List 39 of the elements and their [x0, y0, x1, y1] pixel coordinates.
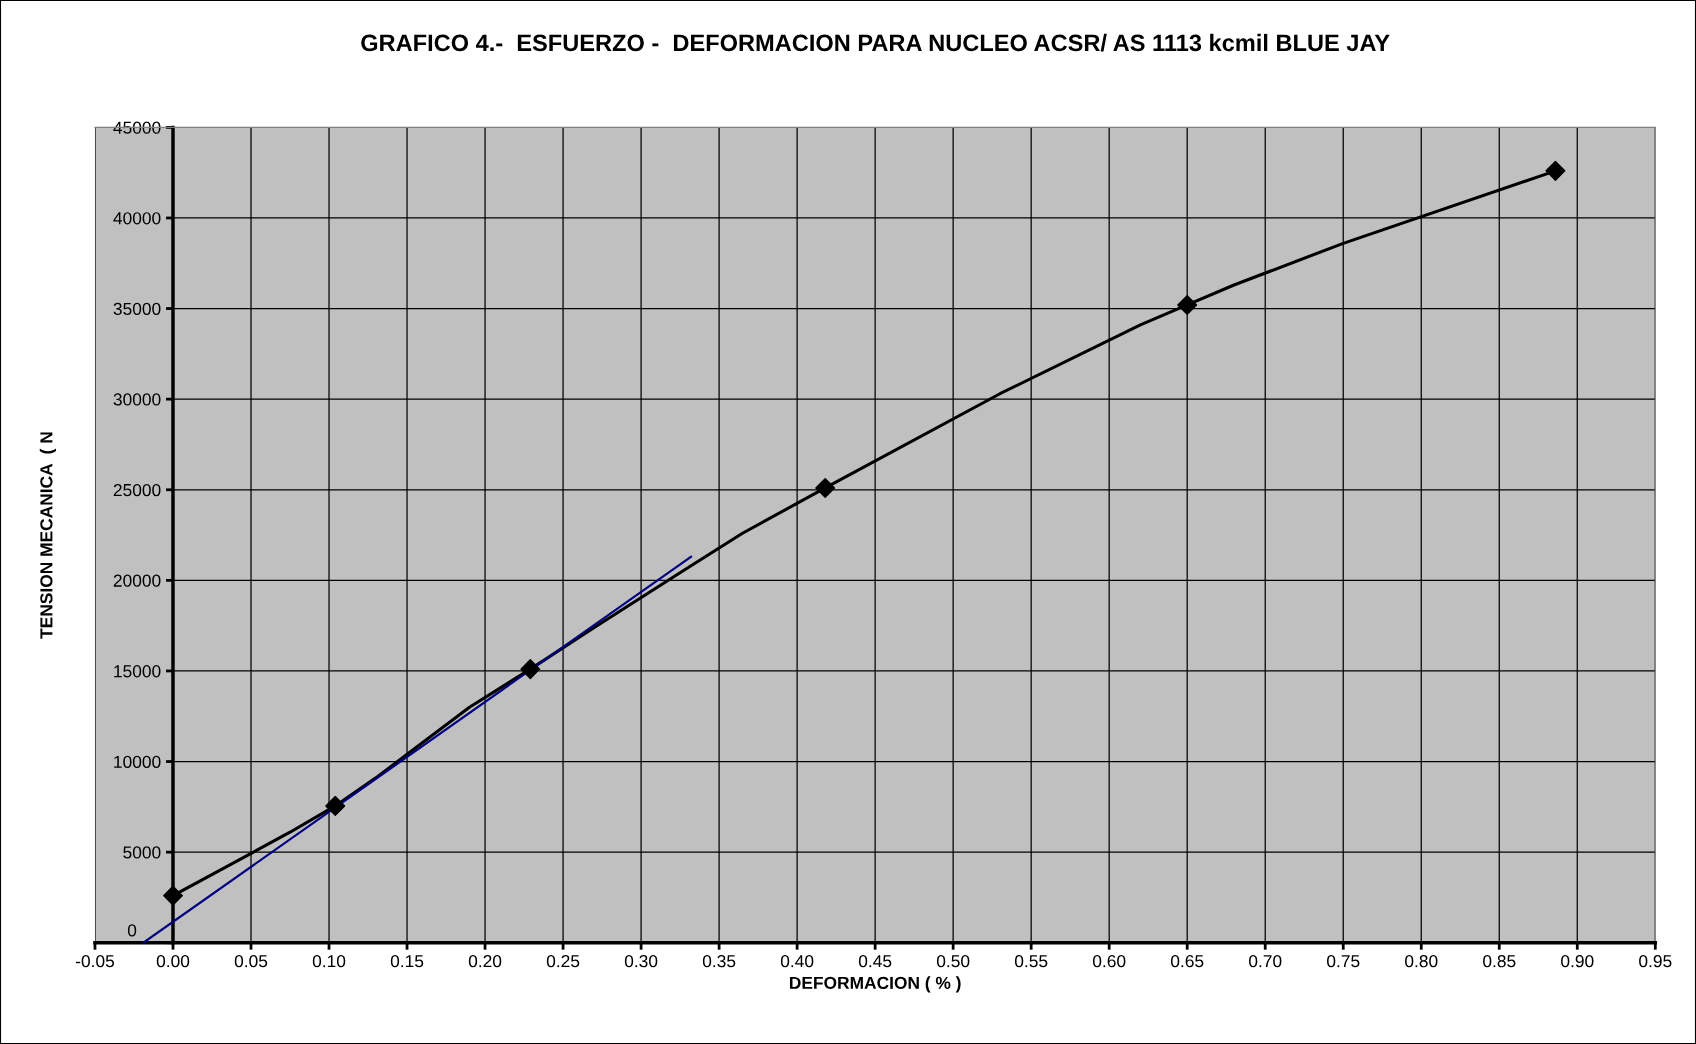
x-tick-label: 0.25 — [546, 955, 580, 968]
x-tick-label: 0.10 — [312, 955, 346, 968]
y-tick-label: 5000 — [123, 846, 161, 859]
x-axis-title: DEFORMACION ( % ) — [789, 976, 961, 993]
x-tick-label: 0.60 — [1092, 955, 1126, 968]
x-tick-label: 0.75 — [1327, 955, 1360, 968]
x-tick-label: 0.50 — [936, 955, 970, 968]
point — [1545, 160, 1566, 181]
x-tick-label: 0.40 — [780, 955, 814, 968]
x-tick-label: 0.55 — [1014, 955, 1048, 968]
y-tick-label: 30000 — [113, 393, 161, 406]
x-tick-label: 0.30 — [624, 955, 658, 968]
y-tick-label: 35000 — [113, 302, 161, 316]
y-axis-title: TENSION MECANICA ( N — [39, 432, 56, 639]
y-tick-label: 40000 — [113, 212, 161, 225]
x-tick-label: 0.80 — [1405, 955, 1438, 968]
point — [520, 659, 541, 680]
y-tick-label: 25000 — [113, 483, 161, 497]
y-tick-label: 10000 — [114, 755, 161, 768]
x-tick-label: 0.05 — [234, 955, 268, 968]
x-tick-label: 0.45 — [858, 955, 892, 968]
x-tick-label: 0.65 — [1170, 955, 1204, 968]
x-tick-label: 0.20 — [468, 955, 502, 968]
point — [1177, 294, 1198, 315]
x-tick-label: -0.05 — [75, 955, 115, 968]
x-tick-label: 0.95 — [1639, 955, 1672, 968]
point — [162, 885, 184, 906]
y-tick-label: 20000 — [113, 574, 161, 587]
x-tick-label: 0.85 — [1483, 955, 1516, 968]
chart-title: GRAFICO 4.- ESFUERZO - DEFORMACION PARA NUCLEO ACSR/ AS 1113 kcmil BLUE JAY — [361, 33, 1390, 52]
y-tick-label: 0 — [127, 924, 137, 937]
x-tick-label: 0.00 — [156, 955, 190, 968]
x-tick-label: 0.70 — [1249, 955, 1282, 968]
point — [325, 795, 346, 816]
point — [815, 477, 836, 498]
x-tick-label: 0.15 — [390, 955, 424, 968]
x-tick-label: 0.35 — [702, 955, 736, 968]
y-tick-label: 15000 — [114, 665, 161, 678]
x-tick-label: 0.90 — [1561, 955, 1594, 968]
